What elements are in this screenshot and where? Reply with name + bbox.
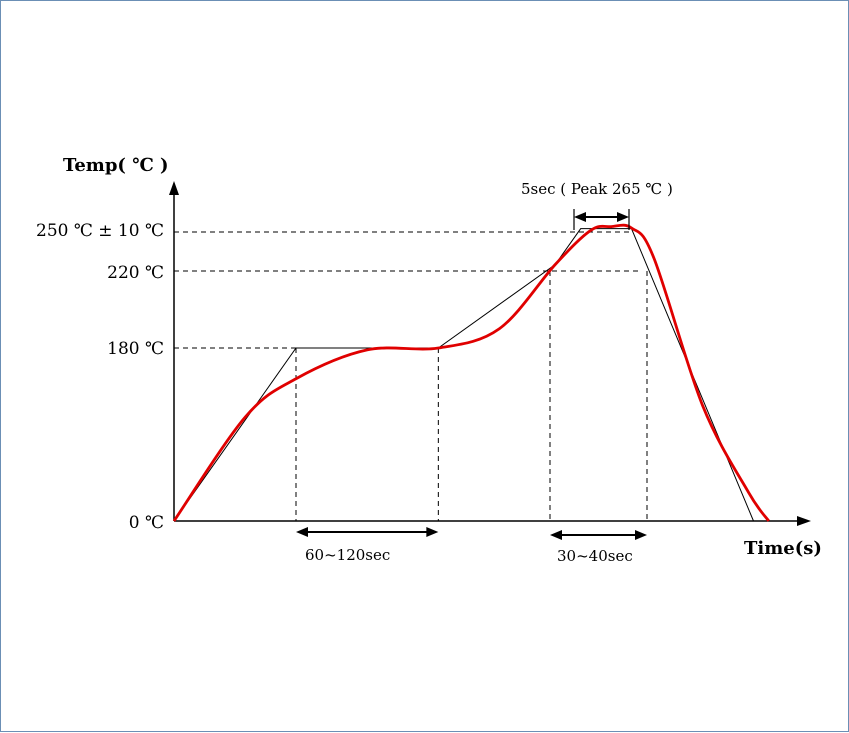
y-tick-label-180: 180 ℃ bbox=[107, 339, 164, 359]
y-tick-label-220: 220 ℃ bbox=[107, 263, 164, 283]
peak-duration-label: 5sec ( Peak 265 ℃ ) bbox=[521, 180, 673, 198]
liquidus-duration-label: 30~40sec bbox=[557, 547, 633, 565]
peak-arrow-head-right bbox=[617, 212, 629, 222]
liquidus-arrow-head-right bbox=[635, 530, 647, 540]
duration-arrows bbox=[296, 209, 647, 540]
preheat-arrow-head-right bbox=[426, 527, 439, 537]
y-axis-arrow bbox=[169, 181, 179, 195]
peak-arrow-head-left bbox=[574, 212, 586, 222]
y-tick-label-250: 250 ℃ ± 10 ℃ bbox=[36, 221, 164, 241]
y-tick-label-0: 0 ℃ bbox=[129, 513, 164, 533]
liquidus-arrow-head-left bbox=[550, 530, 562, 540]
preheat-arrow-head-left bbox=[296, 527, 308, 537]
y-axis-label: Temp( ℃ ) bbox=[63, 155, 169, 176]
red-profile-line bbox=[172, 223, 770, 522]
axes bbox=[169, 181, 811, 526]
x-axis-label: Time(s) bbox=[744, 538, 822, 559]
black-profile-line bbox=[173, 228, 754, 522]
guide-lines bbox=[174, 231, 648, 521]
preheat-duration-label: 60~120sec bbox=[305, 546, 390, 564]
x-axis-arrow bbox=[797, 516, 811, 526]
series-group bbox=[172, 223, 770, 522]
